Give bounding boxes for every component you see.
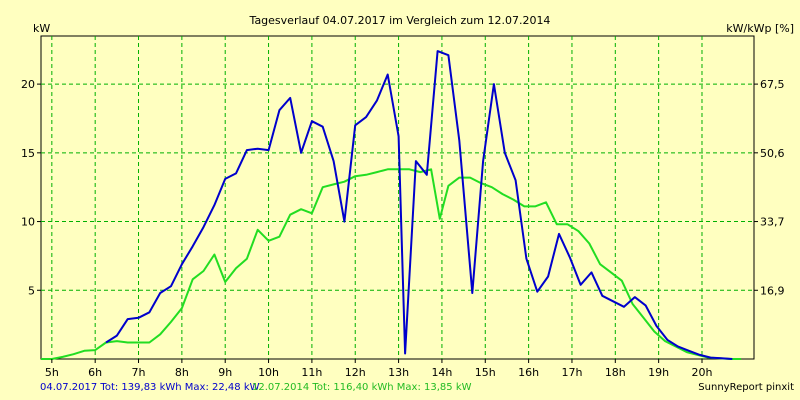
footer-series1-summary: 04.07.2017 Tot: 139,83 kWh Max: 22,48 kW (40, 382, 260, 393)
y-axis-right-ticks: 16,9 33,7 50,6 67,5 (754, 78, 785, 297)
x-tick-label: 17h (561, 366, 582, 379)
series-line-2017 (105, 50, 733, 360)
y-right-tick-label: 33,7 (760, 216, 785, 229)
x-tick-label: 12h (345, 366, 366, 379)
y-right-tick-label: 16,9 (760, 284, 785, 297)
y-left-tick-label: 20 (21, 78, 35, 91)
x-tick-label: 5h (45, 366, 59, 379)
y-left-tick-label: 10 (21, 216, 35, 229)
y-right-tick-label: 50,6 (760, 147, 785, 160)
x-tick-label: 16h (518, 366, 539, 379)
x-axis-ticks: 5h 6h 7h 8h 9h 10h 11h 12h 13h 14h 15h 16h 17h 18h 19h… (45, 359, 713, 379)
x-tick-label: 15h (475, 366, 496, 379)
chart-title: Tagesverlauf 04.07.2017 im Vergleich zum… (249, 14, 551, 27)
footer-brand: SunnyReport pinxit (698, 382, 794, 393)
footer-series2-summary: 12.07.2014 Tot: 116,40 kWh Max: 13,85 kW (252, 382, 472, 393)
y-left-tick-label: 5 (28, 284, 35, 297)
x-tick-label: 6h (88, 366, 102, 379)
x-tick-label: 20h (692, 366, 713, 379)
plot-area (40, 35, 755, 360)
y-axis-right-label: kW/kWp [%] (726, 22, 794, 35)
y-right-tick-label: 67,5 (760, 78, 785, 91)
x-tick-label: 9h (218, 366, 232, 379)
x-tick-label: 13h (388, 366, 409, 379)
y-axis-left-ticks: 5 10 15 20 (21, 78, 41, 297)
x-tick-label: 10h (258, 366, 279, 379)
x-tick-label: 7h (132, 366, 146, 379)
x-tick-label: 14h (431, 366, 452, 379)
x-tick-label: 8h (175, 366, 189, 379)
series-line-2014 (41, 168, 741, 360)
y-left-tick-label: 15 (21, 147, 35, 160)
y-axis-left-label: kW (33, 22, 50, 35)
x-tick-label: 11h (301, 366, 322, 379)
x-tick-label: 18h (605, 366, 626, 379)
x-tick-label: 19h (648, 366, 669, 379)
series-lines (41, 50, 741, 360)
grid (41, 36, 754, 359)
